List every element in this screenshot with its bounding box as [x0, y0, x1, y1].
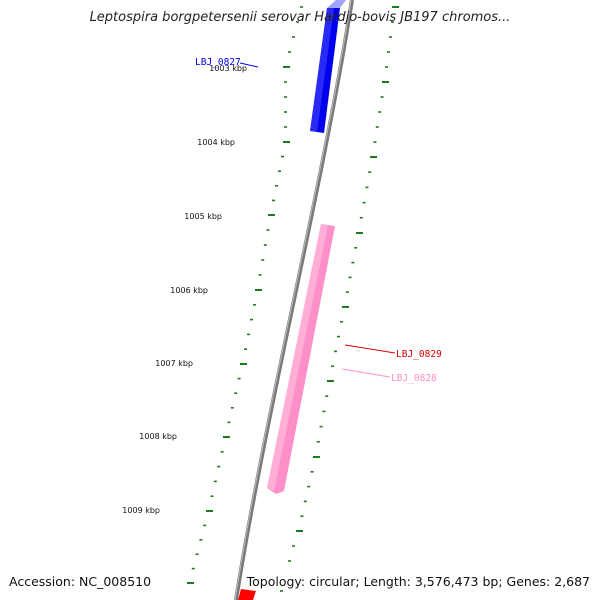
- tick-label: 1009 kbp: [122, 506, 160, 515]
- accession-text: Accession: NC_008510: [7, 574, 154, 589]
- tick-label: 1004 kbp: [197, 138, 235, 147]
- tick-label: 1003 kbp: [209, 64, 247, 73]
- leader-line-lbj-0828: [341, 368, 391, 378]
- tick-label: 1007 kbp: [155, 359, 193, 368]
- inner-tick-track: [187, 6, 303, 584]
- gene-label-lbj-0829[interactable]: LBJ_0829: [396, 349, 442, 360]
- leader-line-lbj-0829: [344, 344, 396, 354]
- tick-label-group: 1003 kbp 1004 kbp 1005 kbp 1006 kbp 1007 kbp…: [115, 64, 247, 588]
- chromosome-backbone: [234, 0, 354, 600]
- gene-lbj-0828[interactable]: [267, 224, 335, 494]
- gene-label-lbj-0827[interactable]: LBJ_0827: [195, 57, 241, 68]
- map-title: Leptospira borgpetersenii serovar Hardjo…: [89, 10, 511, 25]
- gene-lbj-0827[interactable]: [310, 0, 346, 133]
- tick-label: 1005 kbp: [184, 212, 222, 221]
- leader-line-lbj-0827: [239, 62, 259, 68]
- gene-red-bottom[interactable]: [238, 589, 256, 600]
- genome-stats-text: Topology: circular; Length: 3,576,473 bp…: [244, 574, 592, 589]
- tick-label: 1008 kbp: [139, 432, 177, 441]
- outer-tick-track: [280, 6, 399, 592]
- gene-label-lbj-0828[interactable]: LBJ_0828: [391, 373, 437, 384]
- tick-label: 1006 kbp: [170, 286, 208, 295]
- chromosome-backbone-highlight: [234, 0, 352, 600]
